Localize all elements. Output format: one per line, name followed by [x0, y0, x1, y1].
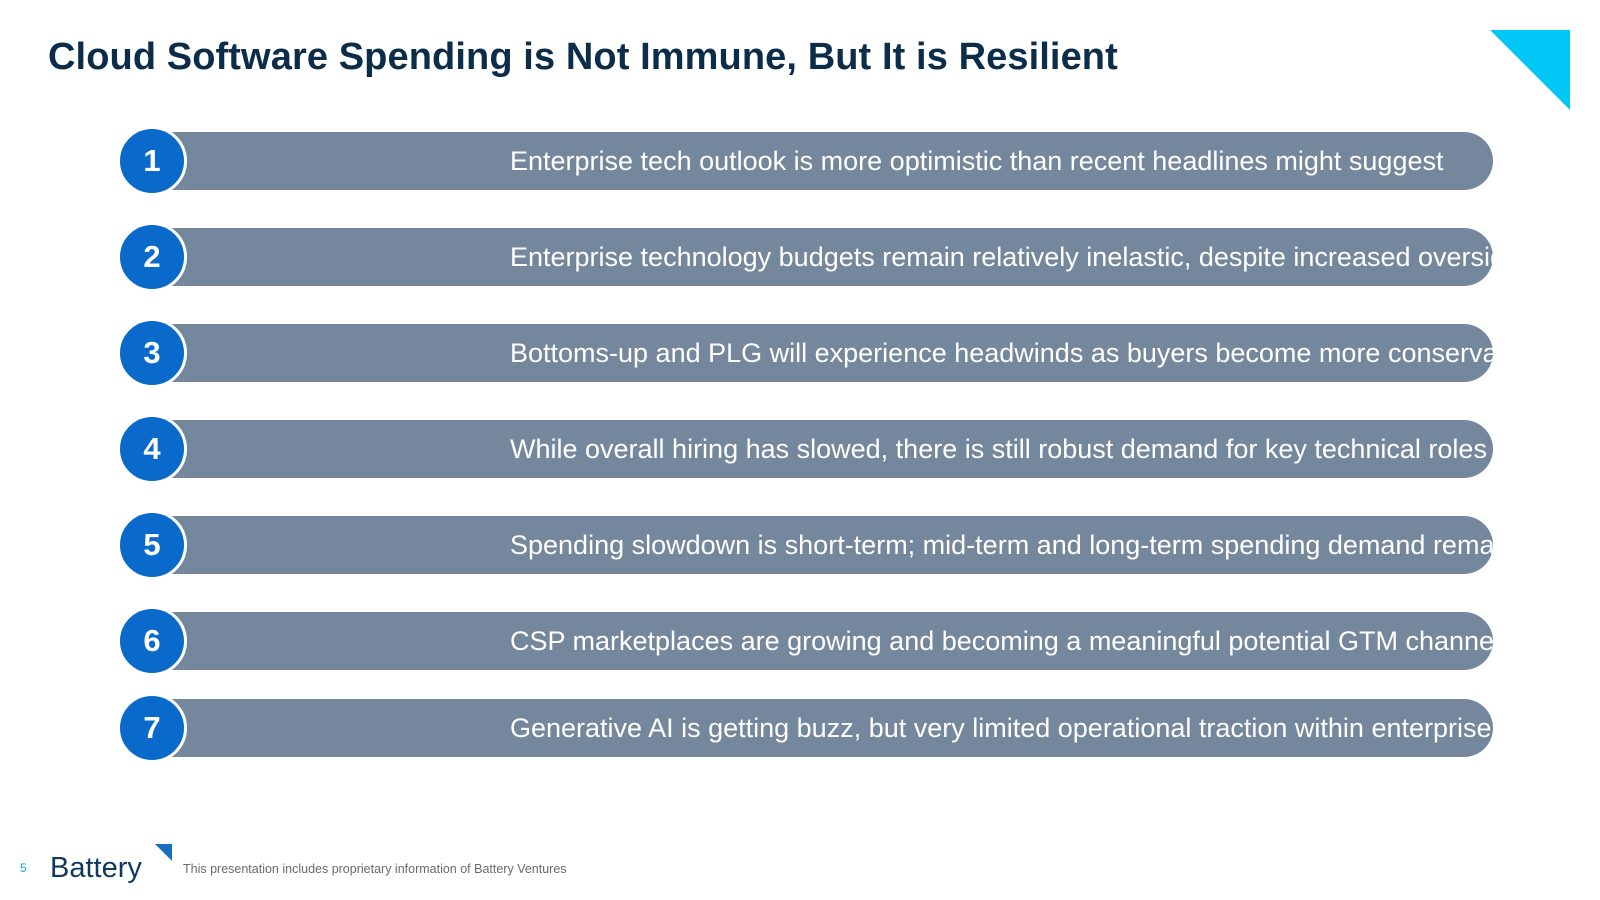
- corner-accent-triangle: [1490, 30, 1570, 110]
- point-7: Generative AI is getting buzz, but very …: [117, 693, 1595, 763]
- page-number: 5: [20, 861, 27, 875]
- point-1: Enterprise tech outlook is more optimist…: [117, 126, 1493, 196]
- footer-disclaimer: This presentation includes proprietary i…: [183, 862, 567, 876]
- point-number-badge: 3: [117, 318, 187, 388]
- slide-footer: 5 Battery This presentation includes pro…: [0, 840, 1600, 900]
- point-4: While overall hiring has slowed, there i…: [117, 414, 1493, 484]
- point-number-badge: 7: [117, 693, 187, 763]
- point-text: Enterprise technology budgets remain rel…: [510, 241, 1528, 272]
- point-bar: Bottoms-up and PLG will experience headw…: [162, 324, 1540, 382]
- point-bar: Enterprise tech outlook is more optimist…: [162, 132, 1493, 190]
- point-text: Generative AI is getting buzz, but very …: [510, 712, 1596, 743]
- point-3: Bottoms-up and PLG will experience headw…: [117, 318, 1540, 388]
- slide-title: Cloud Software Spending is Not Immune, B…: [48, 36, 1118, 78]
- point-2: Enterprise technology budgets remain rel…: [117, 222, 1528, 292]
- point-number-badge: 1: [117, 126, 187, 196]
- point-number-badge: 6: [117, 606, 187, 676]
- key-points-list: Enterprise tech outlook is more optimist…: [117, 126, 1600, 763]
- point-6: CSP marketplaces are growing and becomin…: [117, 606, 1500, 676]
- point-bar: While overall hiring has slowed, there i…: [162, 420, 1493, 478]
- point-number-badge: 2: [117, 222, 187, 292]
- point-text: Bottoms-up and PLG will experience headw…: [510, 337, 1540, 368]
- point-text: CSP marketplaces are growing and becomin…: [510, 625, 1501, 656]
- point-bar: CSP marketplaces are growing and becomin…: [162, 612, 1500, 670]
- logo-corner-icon: [155, 844, 172, 861]
- point-number-badge: 5: [117, 510, 187, 580]
- point-5: Spending slowdown is short-term; mid-ter…: [117, 510, 1600, 580]
- battery-logo: Battery: [50, 844, 172, 886]
- point-number-badge: 4: [117, 414, 187, 484]
- point-text: While overall hiring has slowed, there i…: [510, 433, 1487, 464]
- point-text: Enterprise tech outlook is more optimist…: [510, 145, 1444, 176]
- point-text: Spending slowdown is short-term; mid-ter…: [510, 529, 1600, 560]
- point-bar: Spending slowdown is short-term; mid-ter…: [162, 516, 1600, 574]
- point-bar: Generative AI is getting buzz, but very …: [162, 699, 1595, 757]
- point-bar: Enterprise technology budgets remain rel…: [162, 228, 1528, 286]
- logo-wordmark: Battery: [50, 852, 142, 884]
